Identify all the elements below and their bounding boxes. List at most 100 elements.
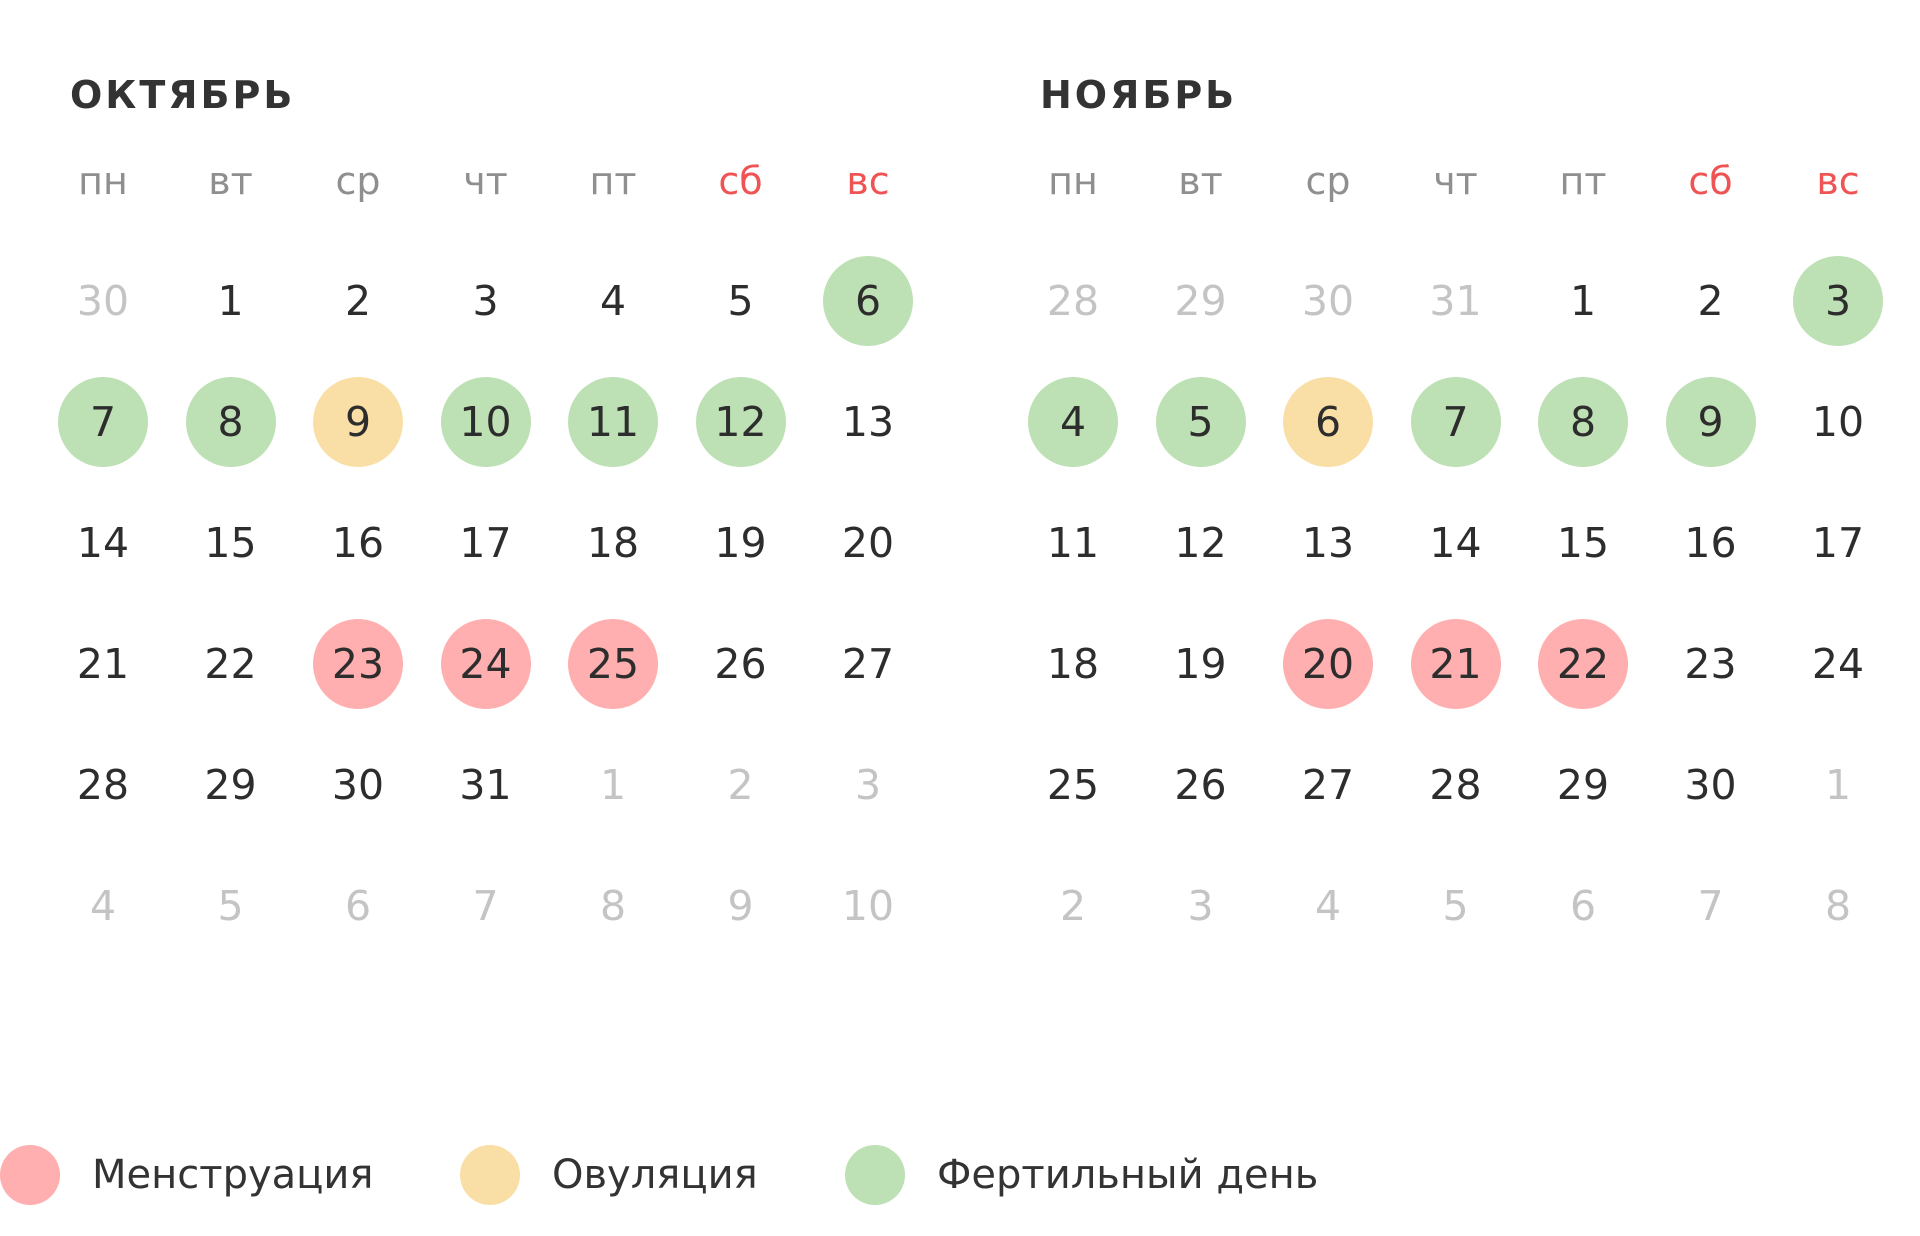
day-cell[interactable]: 10 [1783, 367, 1893, 477]
day-cell[interactable]: 2 [1656, 246, 1766, 356]
day-cell[interactable]: 4 [1018, 367, 1128, 477]
day-cell[interactable]: 28 [1018, 246, 1128, 356]
day-cell[interactable]: 30 [48, 246, 158, 356]
day-cell[interactable]: 21 [1401, 609, 1511, 719]
day-cell[interactable]: 18 [558, 488, 668, 598]
day-cell[interactable]: 15 [176, 488, 286, 598]
day-cell[interactable]: 9 [303, 367, 413, 477]
day-cell[interactable]: 17 [1783, 488, 1893, 598]
day-cell[interactable]: 29 [1146, 246, 1256, 356]
day-cell[interactable]: 1 [558, 730, 668, 840]
day-cell[interactable]: 14 [48, 488, 158, 598]
day-number: 30 [1301, 277, 1355, 325]
ovulation-dot [460, 1145, 520, 1205]
day-cell[interactable]: 28 [1401, 730, 1511, 840]
day-cell[interactable]: 7 [48, 367, 158, 477]
day-cell[interactable]: 4 [48, 851, 158, 961]
day-cell[interactable]: 27 [813, 609, 923, 719]
day-cell[interactable]: 3 [1783, 246, 1893, 356]
day-cell[interactable]: 9 [1656, 367, 1766, 477]
fertile-marker [440, 377, 531, 467]
day-cell[interactable]: 19 [686, 488, 796, 598]
day-cell[interactable]: 15 [1528, 488, 1638, 598]
day-number: 19 [714, 519, 767, 567]
day-cell[interactable]: 23 [303, 609, 413, 719]
day-cell[interactable]: 4 [558, 246, 668, 356]
day-cell[interactable]: 8 [558, 851, 668, 961]
day-cell[interactable]: 29 [1528, 730, 1638, 840]
day-cell[interactable]: 9 [686, 851, 796, 961]
day-cell[interactable]: 16 [1656, 488, 1766, 598]
day-cell[interactable]: 5 [176, 851, 286, 961]
ovulation-marker [1283, 377, 1373, 467]
day-cell[interactable]: 4 [1273, 851, 1383, 961]
day-cell[interactable]: 26 [1146, 730, 1256, 840]
day-cell[interactable]: 1 [1783, 730, 1893, 840]
day-number: 30 [331, 761, 385, 809]
day-cell[interactable]: 3 [1146, 851, 1256, 961]
day-cell[interactable]: 2 [303, 246, 413, 356]
day-cell[interactable]: 13 [1273, 488, 1383, 598]
day-number: 17 [459, 519, 512, 567]
day-cell[interactable]: 19 [1146, 609, 1256, 719]
day-cell[interactable]: 11 [558, 367, 668, 477]
day-number: 12 [1174, 519, 1227, 567]
day-cell[interactable]: 6 [1273, 367, 1383, 477]
day-number: 13 [1301, 519, 1355, 567]
menstruation-marker [440, 619, 531, 709]
weekday-header: пн [1048, 159, 1098, 203]
day-cell[interactable]: 25 [1018, 730, 1128, 840]
day-cell[interactable]: 7 [431, 851, 541, 961]
day-number: 3 [1187, 882, 1214, 930]
month-title: ОКТЯБРЬ [70, 73, 296, 117]
day-cell[interactable]: 6 [813, 246, 923, 356]
day-cell[interactable]: 1 [176, 246, 286, 356]
day-cell[interactable]: 14 [1401, 488, 1511, 598]
day-cell[interactable]: 24 [431, 609, 541, 719]
day-cell[interactable]: 30 [1273, 246, 1383, 356]
day-cell[interactable]: 31 [1401, 246, 1511, 356]
day-cell[interactable]: 20 [813, 488, 923, 598]
day-cell[interactable]: 8 [1528, 367, 1638, 477]
day-cell[interactable]: 2 [1018, 851, 1128, 961]
day-cell[interactable]: 8 [1783, 851, 1893, 961]
day-cell[interactable]: 5 [1401, 851, 1511, 961]
day-cell[interactable]: 5 [1146, 367, 1256, 477]
day-cell[interactable]: 12 [1146, 488, 1256, 598]
day-cell[interactable]: 10 [431, 367, 541, 477]
day-cell[interactable]: 2 [686, 730, 796, 840]
day-cell[interactable]: 24 [1783, 609, 1893, 719]
day-cell[interactable]: 13 [813, 367, 923, 477]
day-cell[interactable]: 27 [1273, 730, 1383, 840]
day-cell[interactable]: 22 [176, 609, 286, 719]
day-cell[interactable]: 28 [48, 730, 158, 840]
day-cell[interactable]: 30 [303, 730, 413, 840]
day-cell[interactable]: 29 [176, 730, 286, 840]
day-cell[interactable]: 26 [686, 609, 796, 719]
day-cell[interactable]: 17 [431, 488, 541, 598]
day-cell[interactable]: 3 [431, 246, 541, 356]
day-cell[interactable]: 21 [48, 609, 158, 719]
day-cell[interactable]: 7 [1401, 367, 1511, 477]
day-cell[interactable]: 20 [1273, 609, 1383, 719]
day-number: 5 [1187, 398, 1214, 446]
day-number: 10 [459, 398, 512, 446]
day-cell[interactable]: 10 [813, 851, 923, 961]
day-cell[interactable]: 1 [1528, 246, 1638, 356]
day-cell[interactable]: 12 [686, 367, 796, 477]
day-cell[interactable]: 8 [176, 367, 286, 477]
day-cell[interactable]: 5 [686, 246, 796, 356]
day-cell[interactable]: 18 [1018, 609, 1128, 719]
weekday-header: чт [463, 159, 508, 203]
day-cell[interactable]: 23 [1656, 609, 1766, 719]
day-cell[interactable]: 6 [1528, 851, 1638, 961]
day-cell[interactable]: 11 [1018, 488, 1128, 598]
day-cell[interactable]: 30 [1656, 730, 1766, 840]
day-cell[interactable]: 6 [303, 851, 413, 961]
day-cell[interactable]: 25 [558, 609, 668, 719]
day-cell[interactable]: 31 [431, 730, 541, 840]
day-cell[interactable]: 16 [303, 488, 413, 598]
day-cell[interactable]: 7 [1656, 851, 1766, 961]
day-cell[interactable]: 3 [813, 730, 923, 840]
day-cell[interactable]: 22 [1528, 609, 1638, 719]
